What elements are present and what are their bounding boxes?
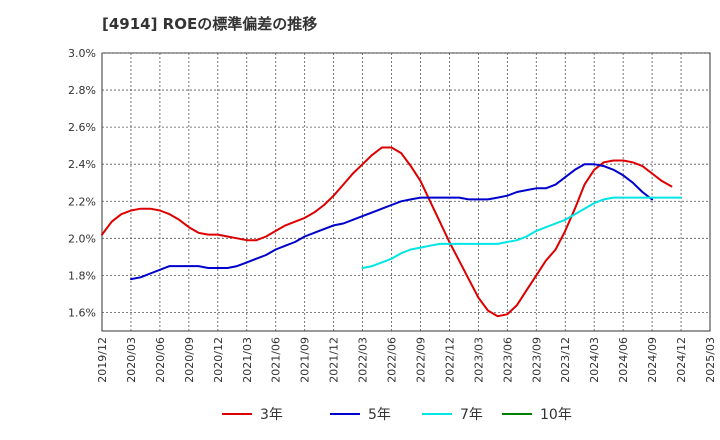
y-tick-label: 3.0%: [68, 47, 96, 60]
plot-area: [101, 52, 711, 332]
y-tick-label: 1.6%: [68, 306, 96, 319]
y-tick-label: 2.8%: [68, 84, 96, 97]
x-tick-label: 2024/09: [646, 337, 659, 383]
legend-label: 3年: [260, 407, 283, 423]
x-tick-label: 2021/06: [270, 337, 283, 383]
x-tick-label: 2022/09: [414, 337, 427, 383]
x-tick-label: 2023/03: [472, 337, 485, 383]
x-tick-label: 2022/03: [357, 337, 370, 383]
series-line-3: [361, 196, 682, 269]
x-tick-label: 2024/06: [617, 337, 630, 383]
x-tick-label: 2025/03: [704, 337, 717, 383]
x-tick-label: 2022/12: [443, 337, 456, 383]
y-tick-label: 2.4%: [68, 158, 96, 171]
y-tick-label: 2.6%: [68, 121, 96, 134]
x-tick-label: 2024/12: [675, 337, 688, 383]
x-tick-label: 2021/12: [328, 337, 341, 383]
x-tick-label: 2020/09: [183, 337, 196, 383]
x-tick-label: 2022/06: [386, 337, 399, 383]
legend-label: 7年: [460, 407, 483, 423]
chart-title: [4914] ROEの標準偏差の推移: [102, 15, 317, 33]
legend: 3年 5年 7年 10年: [222, 407, 572, 423]
series-lines: [101, 146, 682, 318]
series-line-1: [101, 146, 673, 318]
x-tick-label: 2021/09: [299, 337, 312, 383]
series-line-2: [130, 163, 654, 281]
y-tick-label: 1.8%: [68, 269, 96, 282]
y-tick-label: 2.2%: [68, 195, 96, 208]
legend-label: 5年: [368, 407, 391, 423]
x-tick-label: 2024/03: [588, 337, 601, 383]
legend-label: 10年: [540, 407, 572, 423]
y-axis: 1.6% 1.8% 2.0% 2.2% 2.4% 2.6% 2.8% 3.0%: [68, 47, 96, 319]
x-tick-label: 2020/12: [212, 337, 225, 383]
x-tick-label: 2020/03: [125, 337, 138, 383]
x-tick-label: 2020/06: [154, 337, 167, 383]
y-tick-label: 2.0%: [68, 232, 96, 245]
x-tick-label: 2021/03: [241, 337, 254, 383]
x-tick-label: 2023/09: [530, 337, 543, 383]
x-tick-label: 2019/12: [96, 337, 109, 383]
x-tick-label: 2023/06: [501, 337, 514, 383]
x-axis: 2019/12 2020/03 2020/06 2020/09 2020/12 2021/…: [96, 337, 717, 383]
x-tick-label: 2023/12: [559, 337, 572, 383]
